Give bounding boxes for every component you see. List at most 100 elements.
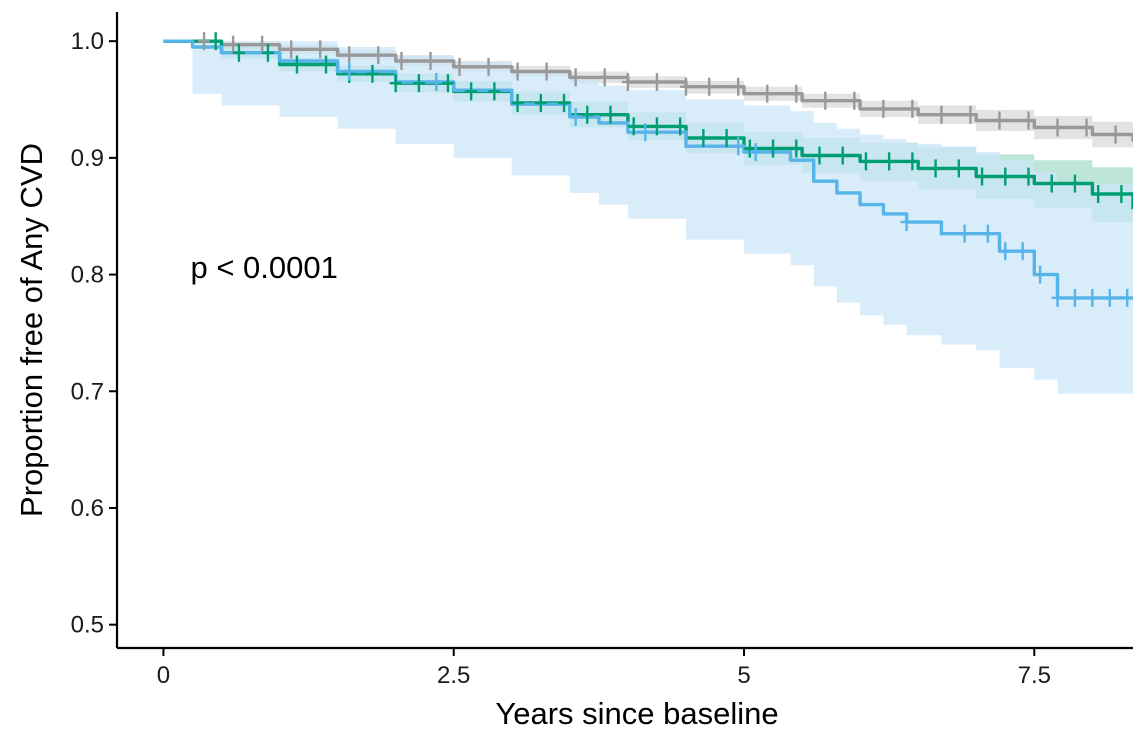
censor-mark-series-2 [767,139,780,158]
ci-band-series-3 [163,41,1133,394]
x-axis-title: Years since baseline [495,696,778,731]
censor-mark-series-2 [674,117,687,136]
censor-mark-series-2 [859,152,872,171]
censor-mark-series-2 [999,167,1012,186]
censor-mark-series-1 [1080,118,1093,137]
censor-mark-series-1 [877,99,890,118]
censor-mark-series-1 [424,52,437,71]
censor-marks [198,32,1133,307]
censor-mark-series-1 [569,68,582,87]
censor-mark-series-2 [441,74,454,93]
censor-mark-series-1 [1051,118,1064,137]
censor-mark-series-2 [581,105,594,124]
censor-mark-series-3 [343,62,356,81]
censor-mark-series-3 [639,123,652,142]
censor-mark-series-2 [720,129,733,148]
censor-mark-series-2 [813,146,826,165]
censor-mark-series-2 [511,94,524,113]
censor-mark-series-3 [569,108,582,127]
censor-mark-series-1 [314,40,327,59]
censor-mark-series-2 [232,43,245,62]
censor-mark-series-1 [679,77,692,96]
censor-mark-series-2 [534,94,547,113]
censor-mark-series-1 [732,77,745,96]
y-tick-label: 1.0 [71,28,104,55]
censor-mark-series-3 [430,73,443,92]
censor-mark-series-2 [261,43,274,62]
y-axis-ticks: 0.5 0.6 0.7 0.8 0.9 1.0 [71,28,117,639]
y-tick-label: 0.5 [71,612,104,639]
censor-mark-series-1 [343,46,356,65]
y-tick-label: 0.8 [71,262,104,289]
censor-mark-series-2 [1022,167,1035,186]
censor-mark-series-1 [453,57,466,76]
censor-mark-series-1 [198,32,211,51]
y-tick-label: 0.6 [71,495,104,522]
censor-mark-series-2 [627,117,640,136]
censor-mark-series-2 [883,152,896,171]
censor-mark-series-3 [749,143,762,162]
censor-mark-series-3 [1068,288,1081,307]
censor-mark-series-1 [761,84,774,103]
censor-mark-series-2 [650,117,663,136]
p-value-annotation: p < 0.0001 [190,250,337,285]
y-axis-title: Proportion free of Any CVD [14,143,49,517]
confidence-bands [163,41,1133,394]
censor-mark-series-1 [621,73,634,92]
x-tick-label: 5 [737,662,750,689]
censor-mark-series-2 [790,139,803,158]
censor-mark-series-3 [1121,288,1133,307]
censor-mark-series-1 [819,91,832,110]
censor-mark-series-2 [366,64,379,83]
censor-mark-series-2 [836,146,849,165]
censor-mark-series-3 [732,137,745,156]
censor-mark-series-2 [976,167,989,186]
censor-mark-series-1 [395,52,408,71]
censor-mark-series-3 [958,224,971,243]
censor-mark-series-1 [1022,111,1035,130]
censor-mark-series-1 [993,111,1006,130]
censor-mark-series-1 [703,77,716,96]
censor-mark-series-2 [952,159,965,178]
censor-mark-series-3 [999,242,1012,261]
censor-mark-series-3 [1034,265,1047,284]
censor-mark-series-2 [929,159,942,178]
censor-mark-series-2 [209,32,222,51]
censor-mark-series-2 [1045,174,1058,193]
censor-mark-series-1 [848,91,861,110]
censor-mark-series-1 [964,105,977,124]
censor-mark-series-3 [900,213,913,232]
censor-mark-series-1 [598,68,611,87]
censor-mark-series-1 [906,99,919,118]
censor-mark-series-3 [1016,242,1029,261]
y-tick-label: 0.9 [71,145,104,172]
censor-mark-series-3 [981,224,994,243]
censor-mark-series-3 [1103,288,1116,307]
censor-mark-series-1 [540,62,553,81]
censor-mark-series-1 [935,105,948,124]
y-tick-label: 0.7 [71,378,104,405]
censor-mark-series-3 [1051,288,1064,307]
censor-mark-series-2 [1092,185,1105,204]
censor-mark-series-2 [465,82,478,101]
censor-mark-series-2 [389,74,402,93]
censor-mark-series-1 [227,35,240,54]
censor-mark-series-3 [1086,288,1099,307]
censor-mark-series-2 [1115,185,1128,204]
censor-mark-series-1 [372,46,385,65]
censor-mark-series-1 [650,73,663,92]
censor-mark-series-2 [697,129,710,148]
x-tick-label: 0 [157,662,170,689]
censor-mark-series-1 [482,57,495,76]
censor-mark-series-2 [488,82,501,101]
censor-mark-series-2 [743,139,756,158]
censor-mark-series-2 [290,55,303,74]
censor-mark-series-1 [1109,125,1122,144]
x-tick-label: 2.5 [437,662,470,689]
censor-mark-series-2 [320,55,333,74]
censor-mark-series-2 [906,152,919,171]
x-axis-ticks: 0 2.5 5 7.5 [157,648,1051,689]
censor-mark-series-1 [256,35,269,54]
censor-mark-series-2 [1068,174,1081,193]
